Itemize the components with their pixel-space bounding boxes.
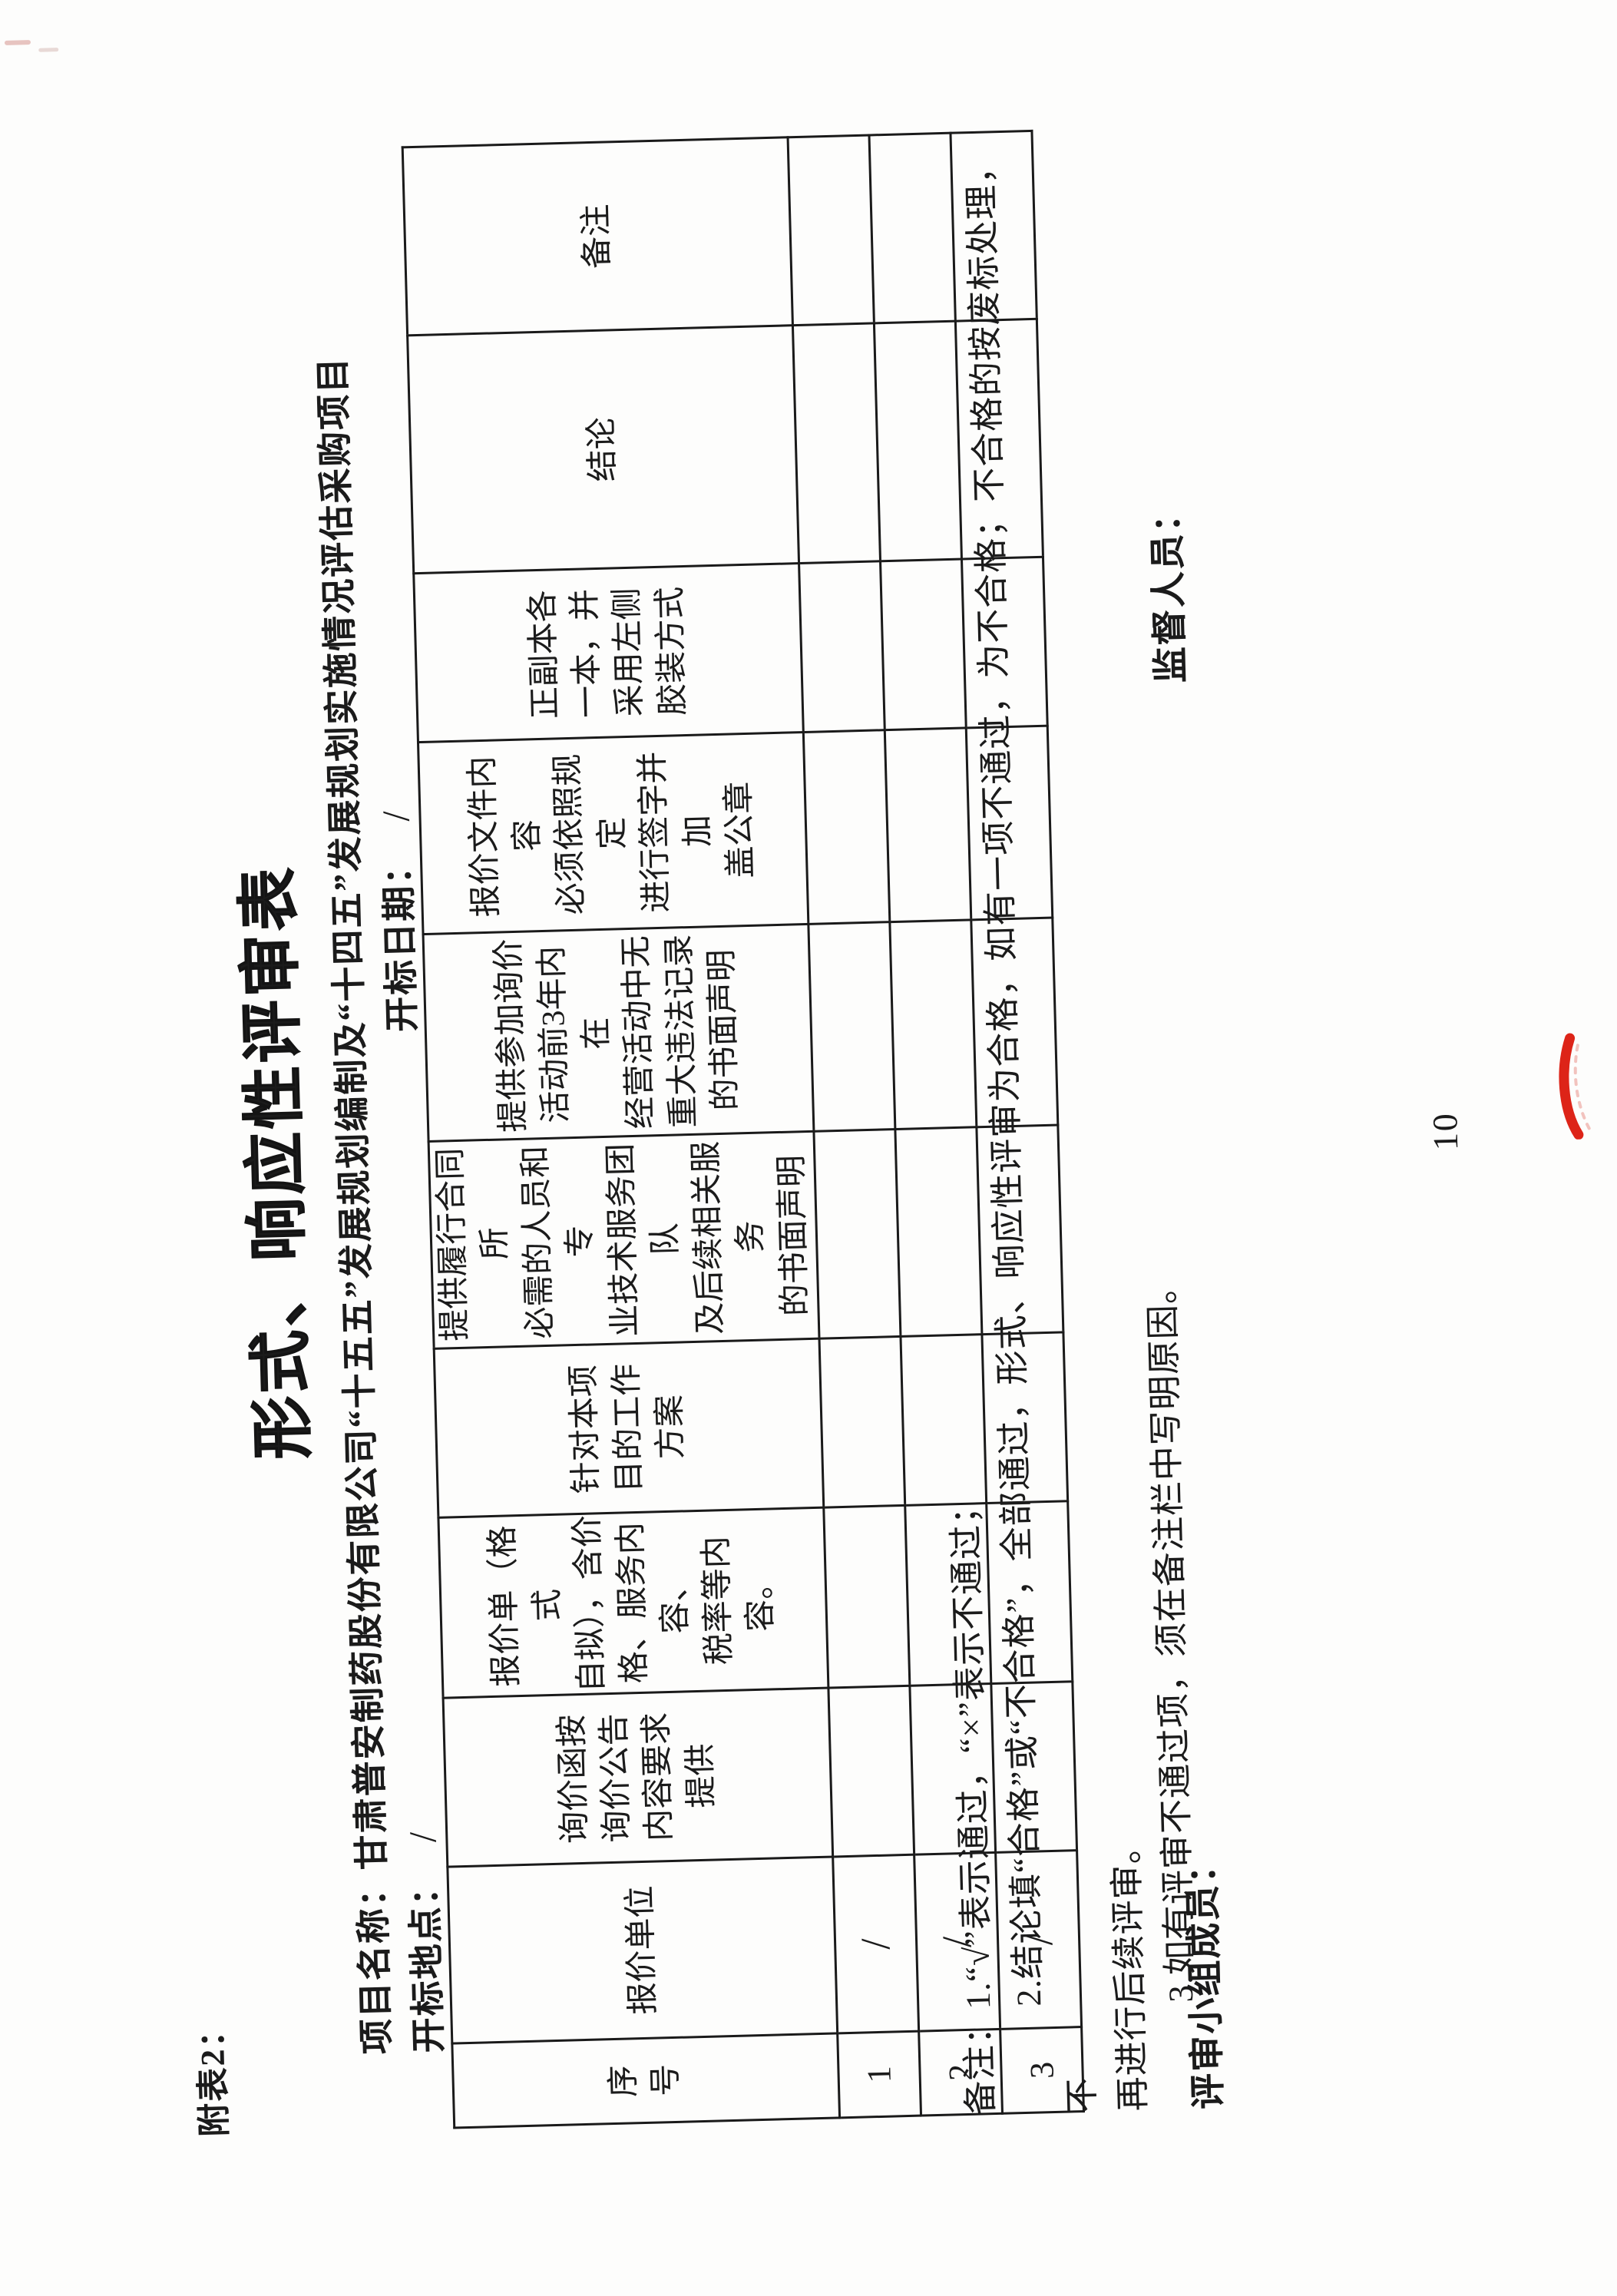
empty-cell (787, 134, 875, 326)
notes-block: 备注：1.“√”表示通过，“×”表示不通过； 2.结论填“合格”或“不合格”，全… (904, 117, 1209, 2116)
empty-cell (803, 729, 890, 925)
supervisor-signature-label: 监督人员： (1146, 494, 1192, 684)
col-header-team-statement: 提供履行合同所 必需的人员和专 业技术服务团队 及后续相关服务 的书面声明 (428, 1131, 819, 1349)
scan-edge-mark (38, 48, 59, 52)
scan-edge-mark (4, 40, 31, 45)
row1-bidder: / (832, 1854, 919, 2033)
col-header-remarks: 备注 (402, 137, 793, 336)
col-header-quotation-sheet: 报价单（格式 自拟），含价 格、服务内容、 税率等内容。 (438, 1507, 828, 1699)
empty-cell (813, 1129, 901, 1339)
col-header-signature-seal: 报价文件内容 必须依照规定 进行签字并加 盖公章 (418, 732, 808, 935)
empty-cell (823, 1505, 910, 1689)
project-name-label: 项目名称： (352, 1869, 397, 2055)
bid-info-line: 开标地点： / 开标日期： / (374, 809, 452, 2054)
empty-cell (818, 1336, 905, 1508)
col-header-seq: 序 号 (451, 2033, 840, 2129)
col-header-binding: 正副本各 一本，并 采用左侧 胶装方式 (413, 563, 804, 743)
bid-date-label: 开标日期： (378, 847, 422, 1033)
attachment-tag: 附表2： (193, 2012, 234, 2138)
red-ink-stroke (1559, 1033, 1591, 1140)
col-header-no-violation-statement: 提供参加询价 活动前3年内在 经营活动中无 重大违法记录 的书面声明 (423, 924, 814, 1142)
empty-cell (799, 561, 885, 733)
col-header-work-plan: 针对本项 目的工作 方案 (434, 1338, 824, 1518)
page-number: 10 (1425, 1111, 1466, 1151)
col-header-conclusion: 结论 (407, 325, 799, 574)
panel-members-signature-label: 评审小组成员： (1182, 1845, 1229, 2110)
bid-location-value: / (401, 1829, 445, 1844)
bid-location-label: 开标地点： (405, 1868, 449, 2053)
table-header-row: 序 号 报价单位 询价函按 询价公告 内容要求 提供 报价单（格式 自拟），含价… (402, 137, 840, 2129)
col-header-inquiry-letter: 询价函按 询价公告 内容要求 提供 (443, 1688, 833, 1868)
bid-date-value: / (374, 809, 418, 822)
bid-date-group: 开标日期： / (369, 809, 425, 1033)
empty-cell (828, 1686, 914, 1857)
empty-cell (808, 921, 895, 1132)
col-header-bidder: 报价单位 (447, 1856, 838, 2044)
row1-seq: 1 (837, 2031, 921, 2118)
empty-cell (792, 323, 881, 564)
